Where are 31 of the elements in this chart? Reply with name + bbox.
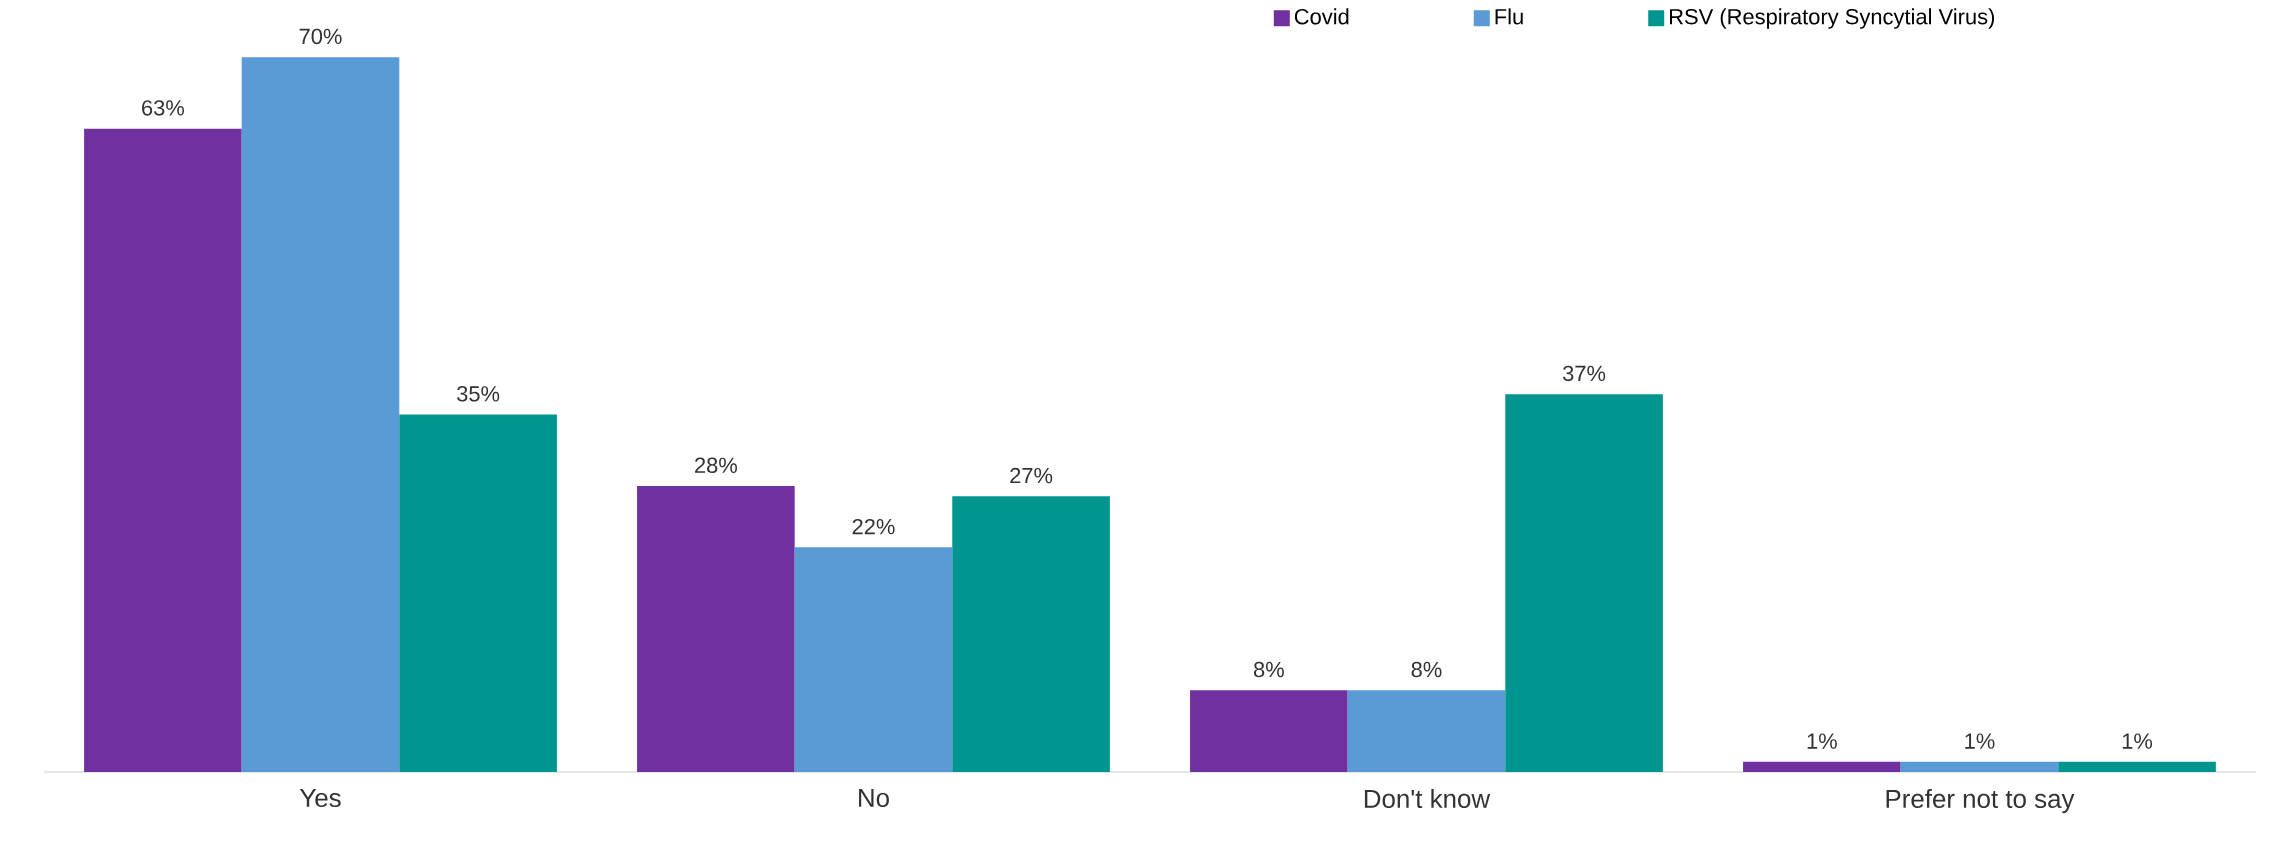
bar	[2058, 761, 2216, 772]
bar	[794, 547, 953, 772]
bar	[399, 414, 557, 772]
x-tick-label: Prefer not to say	[1886, 789, 2075, 814]
data-label: 1%	[1965, 733, 1995, 749]
data-label: 1%	[2122, 733, 2153, 749]
x-tick-label: Don't know	[1364, 789, 1491, 809]
bar	[84, 128, 242, 772]
bar	[1743, 761, 1901, 772]
bar	[1505, 394, 1663, 772]
bar	[241, 57, 400, 772]
data-label: 27%	[1010, 467, 1053, 484]
data-label: 1%	[1807, 733, 1837, 749]
data-label: 8%	[1253, 661, 1284, 678]
data-label: 8%	[1411, 661, 1442, 678]
legend-label: RSV (Respiratory Syncytial Virus)	[1670, 8, 1995, 29]
data-label: 22%	[852, 518, 895, 535]
bar	[1190, 690, 1348, 772]
legend-label: Covid	[1294, 8, 1349, 25]
x-tick-label: No	[859, 789, 889, 808]
data-label: 35%	[457, 386, 500, 402]
bar	[952, 496, 1110, 772]
bar	[637, 486, 795, 772]
bar	[1347, 690, 1506, 772]
bar	[1900, 761, 2059, 772]
data-label: 70%	[299, 28, 342, 45]
data-label: 28%	[695, 457, 737, 474]
data-label: 37%	[1562, 365, 1606, 382]
data-label: 63%	[142, 100, 185, 116]
legend-label: Flu	[1495, 8, 1523, 25]
x-tick-label: Yes	[299, 789, 341, 808]
